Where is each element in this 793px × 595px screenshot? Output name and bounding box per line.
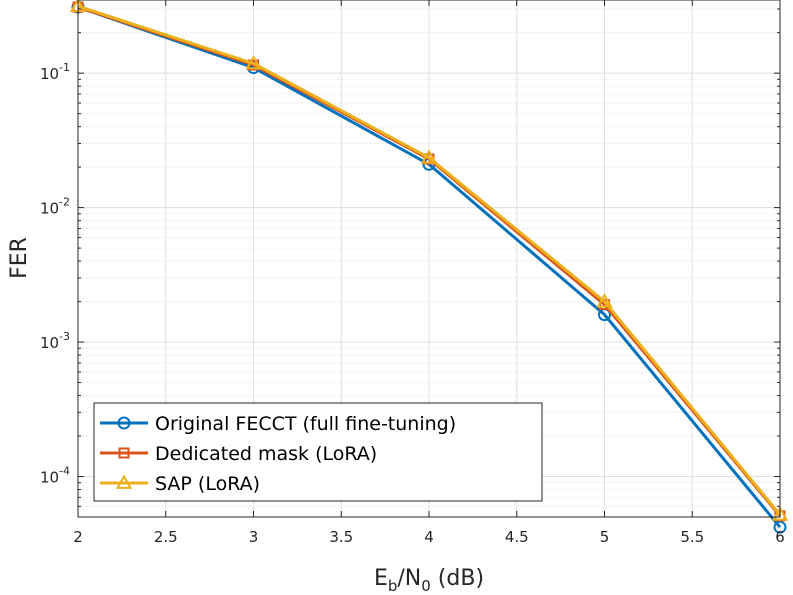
y-tick-label: 10-1 [40, 61, 70, 83]
x-tick-label: 2 [73, 528, 83, 546]
legend: Original FECCT (full fine-tuning) Dedicat… [93, 402, 543, 502]
data-point [420, 149, 438, 164]
x-tick-label: 3.5 [329, 528, 353, 546]
y-tick-label: 10-2 [40, 196, 70, 218]
data-point [596, 293, 613, 308]
x-tick-label: 6 [775, 528, 785, 546]
legend-marker [115, 474, 133, 489]
series-line [77, 4, 782, 516]
x-axis-label: Eb/N0 (dB) [374, 566, 484, 595]
legend-label: SAP (LoRA) [155, 473, 260, 495]
y-axis-label: FER [7, 237, 32, 279]
legend-marker [117, 416, 131, 430]
legend-item: Original FECCT (full fine-tuning) [100, 413, 456, 435]
ticks-layer [77, 0, 781, 518]
legend-items: Original FECCT (full fine-tuning) Dedicat… [100, 413, 456, 495]
data-point [245, 54, 262, 70]
data-point [773, 520, 787, 534]
x-tick-labels: 2 2.5 3 3.5 4 4.5 5 5.5 6 [73, 528, 785, 546]
x-tick-label: 3 [249, 528, 259, 546]
x-tick-label: 5 [600, 528, 610, 546]
y-tick-label: 10-4 [40, 465, 70, 487]
legend-box [93, 402, 543, 502]
y-tick-labels: 10-1 10-2 10-3 10-4 [40, 61, 70, 486]
legend-label: Original FECCT (full fine-tuning) [155, 413, 456, 435]
legend-item: SAP (LoRA) [100, 473, 260, 495]
x-tick-label: 2.5 [154, 528, 178, 546]
y-tick-label: 10-3 [40, 330, 70, 352]
data-point [771, 506, 789, 521]
legend-item: Dedicated mask (LoRA) [100, 443, 377, 465]
x-tick-label: 4 [424, 528, 434, 546]
legend-label: Dedicated mask (LoRA) [155, 443, 377, 465]
x-tick-label: 5.5 [680, 528, 704, 546]
x-tick-label: 4.5 [505, 528, 529, 546]
legend-marker [118, 447, 130, 459]
